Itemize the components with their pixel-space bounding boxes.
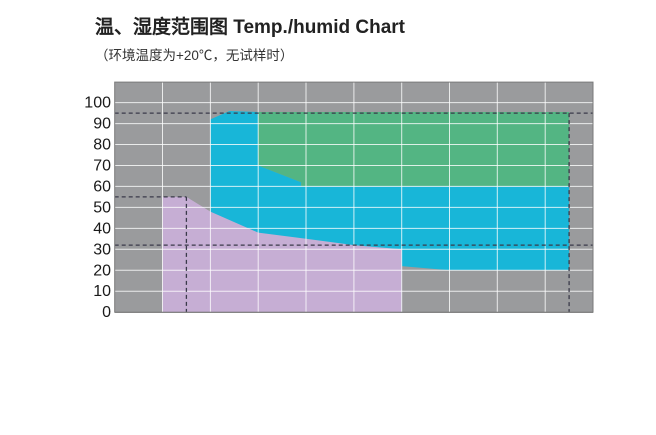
svg-text:40: 40 [93,220,111,237]
svg-text:50: 50 [93,199,111,216]
svg-text:30: 30 [93,241,111,258]
svg-text:70: 70 [93,158,111,175]
svg-text:60: 60 [93,178,111,195]
svg-text:10: 10 [93,283,111,300]
svg-text:20: 20 [93,262,111,279]
svg-text:温、湿度范围图 Temp./humid Chart: 温、湿度范围图 Temp./humid Chart [95,15,406,38]
svg-text:80: 80 [93,137,111,154]
svg-text:90: 90 [93,116,111,133]
svg-text:（环境温度为+20℃，无试样时）: （环境温度为+20℃，无试样时） [95,48,293,63]
svg-text:100: 100 [84,95,111,112]
svg-text:0: 0 [102,304,111,321]
